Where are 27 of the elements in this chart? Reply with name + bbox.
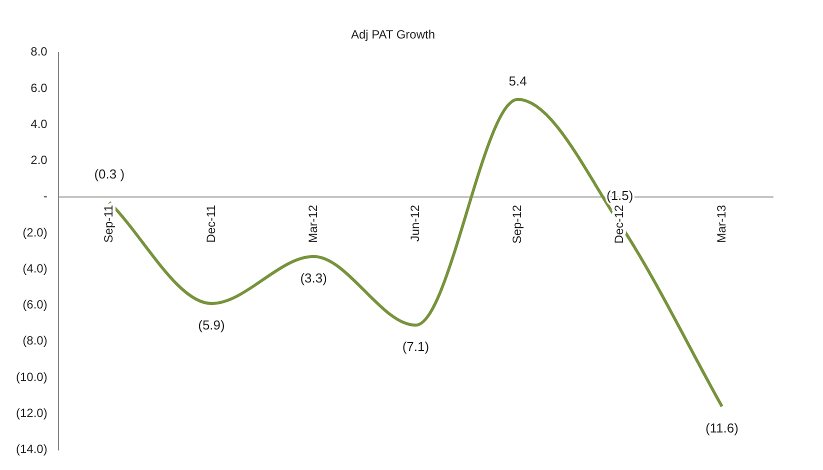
y-tick-label: 6.0 <box>30 80 48 95</box>
y-tick-label: (12.0) <box>16 406 48 420</box>
data-label: (7.1) <box>402 339 430 354</box>
y-tick-label: (4.0) <box>22 261 48 276</box>
x-tick-label: Mar-12 <box>306 204 320 243</box>
y-tick-label: (2.0) <box>22 225 48 240</box>
y-tick-label: (10.0) <box>16 370 48 384</box>
y-tick-label: - <box>43 189 48 204</box>
data-label: (1.5) <box>606 188 634 204</box>
data-label: (0.3 ) <box>94 166 125 182</box>
x-tick-label: Dec-11 <box>204 204 218 243</box>
data-label: (3.3) <box>300 270 327 286</box>
x-tick-label: Mar-13 <box>714 204 728 243</box>
x-tick-label: Sep-12 <box>510 204 524 244</box>
y-tick-label: 4.0 <box>30 116 48 131</box>
y-tick-label: 2.0 <box>30 153 48 168</box>
data-label: (5.9) <box>198 317 225 332</box>
data-label: (11.6) <box>705 420 738 436</box>
y-tick-label: (6.0) <box>22 298 48 312</box>
x-tick-label: Dec-12 <box>612 204 626 244</box>
chart-title: Adj PAT Growth <box>350 28 436 42</box>
y-tick-label: 8.0 <box>30 44 48 59</box>
y-tick-label: (8.0) <box>22 334 48 348</box>
data-label: 5.4 <box>508 73 527 88</box>
y-tick-label: (14.0) <box>16 442 48 456</box>
x-tick-label: Sep-11 <box>102 204 116 243</box>
x-tick-label: Jun-12 <box>408 204 422 242</box>
